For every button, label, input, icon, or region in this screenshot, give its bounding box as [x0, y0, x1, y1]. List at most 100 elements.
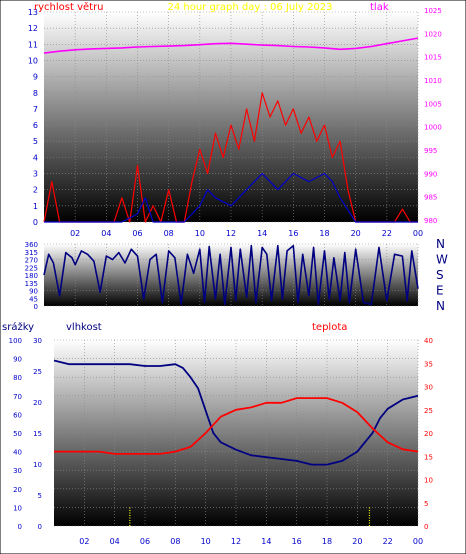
wind-speed-tick: 7	[33, 105, 38, 114]
wind-speed-tick: 3	[33, 170, 38, 179]
wind-x-tick: 18	[319, 229, 329, 238]
humidity-tick: 90	[13, 356, 22, 364]
temperature-tick: 25	[424, 407, 433, 415]
wind-x-tick: 22	[382, 229, 392, 238]
temperature-tick: 10	[424, 477, 433, 485]
compass-label: E	[436, 284, 444, 298]
climate-x-tick: 10	[201, 537, 211, 546]
rain-tick: 0	[38, 523, 42, 531]
humidity-tick: 40	[13, 449, 22, 457]
climate-x-tick: 08	[170, 537, 180, 546]
pressure-tick: 1005	[424, 100, 442, 108]
humidity-tick: 30	[13, 467, 22, 475]
direction-tick: 225	[25, 264, 38, 272]
humidity-tick: 80	[13, 374, 22, 382]
humidity-tick: 100	[9, 337, 22, 345]
climate-x-tick: 12	[231, 537, 241, 546]
wind-direction-series	[43, 244, 419, 306]
direction-tick: 360	[25, 241, 38, 249]
direction-tick: 270	[25, 257, 38, 265]
wind-x-tick: 16	[288, 229, 298, 238]
direction-tick: 90	[29, 288, 38, 296]
temperature-tick: 35	[424, 360, 433, 368]
wind-x-tick: 02	[70, 229, 80, 238]
rain-tick: 15	[33, 430, 42, 438]
climate-x-tick: 02	[79, 537, 89, 546]
wind-speed-tick: 6	[33, 121, 38, 130]
climate-x-tick: 18	[322, 537, 332, 546]
temperature-series	[54, 397, 419, 455]
humidity-tick: 60	[13, 411, 22, 419]
rain-axis-label: srážky	[2, 321, 34, 333]
climate-x-tick: 00	[413, 537, 423, 546]
climate-x-tick: 20	[352, 537, 362, 546]
direction-tick: 45	[29, 295, 38, 303]
humidity-tick: 20	[13, 486, 22, 494]
wind-speed-tick: 9	[33, 73, 38, 82]
pressure-series	[43, 37, 419, 54]
rain-tick: 30	[33, 337, 42, 345]
humidity-axis-label: vlhkost	[66, 322, 102, 333]
rain-tick: 10	[33, 461, 42, 469]
direction-tick: 315	[25, 249, 38, 257]
temperature-tick: 20	[424, 430, 433, 438]
wind-speed-tick: 5	[33, 137, 38, 146]
wind-x-tick: 04	[101, 229, 111, 238]
pressure-tick: 985	[424, 194, 437, 202]
wind-speed-tick: 0	[33, 218, 38, 227]
wind-x-tick: 06	[132, 229, 142, 238]
wind-x-tick: 08	[164, 229, 174, 238]
pressure-tick: 995	[424, 147, 437, 155]
climate-x-tick: 22	[383, 537, 393, 546]
pressure-tick: 1025	[424, 7, 442, 15]
pressure-tick: 1015	[424, 54, 442, 62]
humidity-series	[53, 359, 419, 466]
wind-speed-tick: 2	[33, 186, 38, 195]
climate-x-tick: 06	[140, 537, 150, 546]
rain-tick: 20	[33, 399, 42, 407]
compass-label: S	[436, 268, 444, 282]
wind-x-tick: 14	[257, 229, 267, 238]
temperature-tick: 5	[424, 500, 428, 508]
humidity-tick: 70	[13, 393, 22, 401]
chart-title: 24 hour graph day : 06 July 2023	[167, 2, 332, 13]
humidity-tick: 0	[18, 523, 22, 531]
wind-speed-tick: 4	[33, 153, 38, 162]
climate-x-tick: 14	[261, 537, 271, 546]
pressure-tick: 1010	[424, 77, 442, 85]
pressure-axis-label: tlak	[370, 2, 389, 13]
climate-x-tick: 16	[292, 537, 302, 546]
wind-x-tick: 00	[413, 229, 423, 238]
compass-label: W	[436, 253, 448, 267]
compass-label: N	[436, 237, 445, 251]
wind-x-tick: 12	[226, 229, 236, 238]
wind-speed-tick: 10	[28, 56, 38, 65]
wind-speed-tick: 11	[28, 40, 38, 49]
wind-speed-tick: 1	[33, 202, 38, 211]
pressure-tick: 1020	[424, 30, 442, 38]
pressure-tick: 990	[424, 170, 437, 178]
direction-tick: 0	[34, 303, 38, 311]
temperature-tick: 40	[424, 337, 433, 345]
direction-tick: 180	[25, 272, 38, 280]
temperature-tick: 15	[424, 453, 433, 461]
humidity-tick: 10	[13, 504, 22, 512]
rain-tick: 25	[33, 368, 42, 376]
climate-x-tick: 04	[110, 537, 120, 546]
temperature-axis-label: teplota	[312, 322, 347, 333]
wind-axis-label: rychlost větru	[34, 1, 104, 13]
direction-tick: 135	[25, 280, 38, 288]
wind-speed-tick: 12	[28, 24, 38, 33]
pressure-tick: 1000	[424, 124, 442, 132]
rain-tick: 5	[38, 492, 42, 500]
temperature-tick: 0	[424, 523, 428, 531]
wind-speed-tick: 8	[33, 89, 38, 98]
pressure-tick: 980	[424, 217, 437, 225]
compass-label: N	[436, 299, 445, 313]
wind-x-tick: 10	[195, 229, 205, 238]
wind-speed-tick: 13	[28, 8, 38, 17]
wind-x-tick: 20	[351, 229, 361, 238]
humidity-tick: 50	[13, 430, 22, 438]
